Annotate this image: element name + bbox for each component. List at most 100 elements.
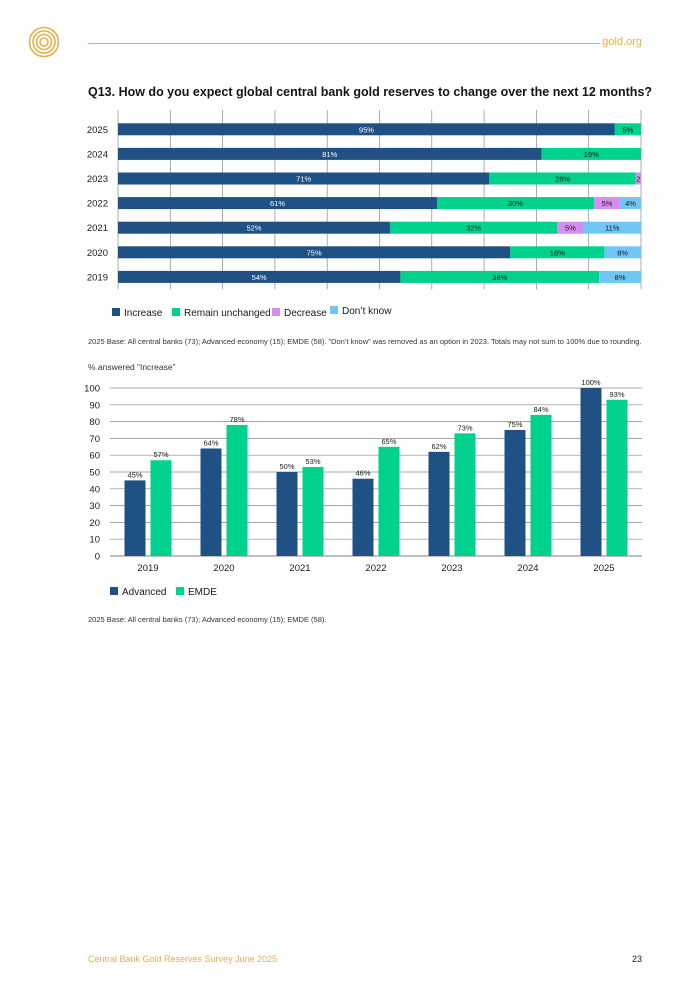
bar-emde-2023	[454, 433, 476, 556]
y-tick-label-70: 70	[89, 434, 100, 445]
data-label-don-t-know-2019: 8%	[615, 273, 626, 282]
data-label-emde-2021: 53%	[305, 457, 320, 466]
y-tick-label-2020: 2020	[87, 248, 108, 259]
data-label-increase-2019: 54%	[252, 273, 267, 282]
chart2-base-note: 2025 Base: All central banks (73); Advan…	[88, 615, 327, 624]
bar-decrease-2021	[557, 221, 584, 234]
data-label-advanced-2024: 75%	[507, 420, 522, 429]
bar-increase-2024	[118, 147, 542, 160]
question-title: Q13. How do you expect global central ba…	[88, 85, 653, 99]
bar-emde-2022	[378, 446, 400, 556]
x-tick-label-2025: 2025	[593, 563, 614, 574]
y-tick-label-80: 80	[89, 417, 100, 428]
y-tick-label-2025: 2025	[87, 125, 108, 136]
stacked-bar-chart: 2025 95% 5% 2024 81% 19% 2023 71% 28% 2 2022 61% 30%…	[87, 110, 642, 290]
bar-don-t-know-2021	[583, 221, 641, 234]
legend-label-increase: Increase	[124, 308, 163, 319]
y-tick-label-40: 40	[89, 484, 100, 495]
bar-emde-2021	[302, 466, 324, 556]
data-label-remain-unchanged-2024: 19%	[584, 150, 599, 159]
legend-item-dont-know: Don’t know	[330, 306, 391, 317]
bar-increase-2020	[118, 246, 511, 259]
y-tick-label-2024: 2024	[87, 149, 108, 160]
data-label-emde-2024: 84%	[533, 405, 548, 414]
y-tick-label-90: 90	[89, 400, 100, 411]
bar-emde-2019	[150, 460, 172, 556]
bar-increase-2022	[118, 197, 438, 210]
bar-advanced-2022	[352, 478, 374, 556]
data-label-advanced-2020: 64%	[203, 438, 218, 447]
data-label-advanced-2021: 50%	[279, 462, 294, 471]
data-label-remain-unchanged-2019: 38%	[492, 273, 507, 282]
data-label-remain-unchanged-2023: 28%	[555, 175, 570, 184]
bar-remain-unchanged-2022	[437, 197, 594, 210]
page-number: 23	[631, 954, 642, 964]
gold-council-logo-icon	[28, 26, 60, 58]
legend-swatch-advanced	[110, 587, 118, 595]
y-tick-label-100: 100	[84, 384, 100, 395]
bar-remain-unchanged-2023	[489, 172, 636, 185]
data-label-increase-2020: 75%	[307, 248, 322, 257]
data-label-advanced-2025: 100%	[581, 378, 601, 387]
legend-label-advanced: Advanced	[122, 587, 167, 598]
data-label-increase-2021: 52%	[246, 224, 261, 233]
bar-remain-unchanged-2024	[541, 147, 641, 160]
x-tick-label-2021: 2021	[289, 563, 310, 574]
data-label-decrease-2023: 2	[636, 175, 640, 184]
bar-increase-2025	[118, 123, 615, 136]
bar-advanced-2025	[580, 388, 602, 556]
legend-label-dont-know: Don’t know	[342, 306, 392, 317]
x-tick-label-2024: 2024	[517, 563, 538, 574]
data-label-remain-unchanged-2021: 32%	[466, 224, 481, 233]
bar-emde-2025	[606, 399, 628, 556]
data-label-emde-2020: 78%	[229, 415, 244, 424]
y-tick-label-2023: 2023	[87, 174, 108, 185]
chart2-title: % answered “Increase”	[88, 362, 176, 372]
x-tick-label-2023: 2023	[441, 563, 462, 574]
data-label-decrease-2022: 5%	[602, 199, 613, 208]
data-label-emde-2023: 73%	[457, 423, 472, 432]
bar-advanced-2020	[200, 448, 222, 556]
data-label-advanced-2019: 45%	[127, 470, 142, 479]
bar-don-t-know-2019	[599, 270, 641, 283]
bar-remain-unchanged-2025	[614, 123, 641, 136]
bar-remain-unchanged-2019	[400, 270, 600, 283]
bar-don-t-know-2020	[604, 246, 641, 259]
data-label-increase-2024: 81%	[322, 150, 337, 159]
legend-item-remain-unchanged: Remain unchanged	[172, 308, 271, 319]
data-label-remain-unchanged-2020: 18%	[550, 248, 565, 257]
x-tick-label-2022: 2022	[365, 563, 386, 574]
footer-title: Central Bank Gold Reserves Survey June 2…	[88, 954, 278, 964]
legend-swatch-emde	[176, 587, 184, 595]
data-label-increase-2023: 71%	[296, 175, 311, 184]
y-tick-label-60: 60	[89, 451, 100, 462]
data-label-emde-2022: 65%	[381, 437, 396, 446]
data-label-remain-unchanged-2025: 5%	[623, 125, 634, 134]
bar-advanced-2021	[276, 472, 298, 556]
site-link[interactable]: gold.org	[602, 36, 642, 48]
legend-item-advanced: Advanced	[110, 587, 166, 598]
data-label-don-t-know-2022: 4%	[625, 199, 636, 208]
legend-item-emde: EMDE	[176, 587, 217, 598]
x-tick-label-2020: 2020	[213, 563, 234, 574]
data-label-increase-2025: 95%	[359, 125, 374, 134]
data-label-emde-2025: 93%	[609, 390, 624, 399]
legend-swatch-increase	[112, 308, 120, 316]
x-tick-label-2019: 2019	[137, 563, 158, 574]
bar-remain-unchanged-2021	[389, 221, 558, 234]
y-tick-label-2021: 2021	[87, 223, 108, 234]
data-label-advanced-2022: 46%	[355, 469, 370, 478]
legend-label-remain: Remain unchanged	[184, 308, 271, 319]
bar-advanced-2023	[428, 451, 450, 556]
y-tick-label-50: 50	[89, 468, 100, 479]
header-divider	[88, 43, 600, 44]
bar-emde-2020	[226, 424, 248, 556]
data-label-emde-2019: 57%	[153, 450, 168, 459]
y-tick-label-2019: 2019	[87, 272, 108, 283]
bar-don-t-know-2022	[620, 197, 641, 210]
bar-remain-unchanged-2020	[510, 246, 605, 259]
y-tick-label-2022: 2022	[87, 199, 108, 210]
legend-swatch-remain	[172, 308, 180, 316]
bar-advanced-2019	[124, 480, 146, 556]
legend-label-emde: EMDE	[188, 587, 217, 598]
